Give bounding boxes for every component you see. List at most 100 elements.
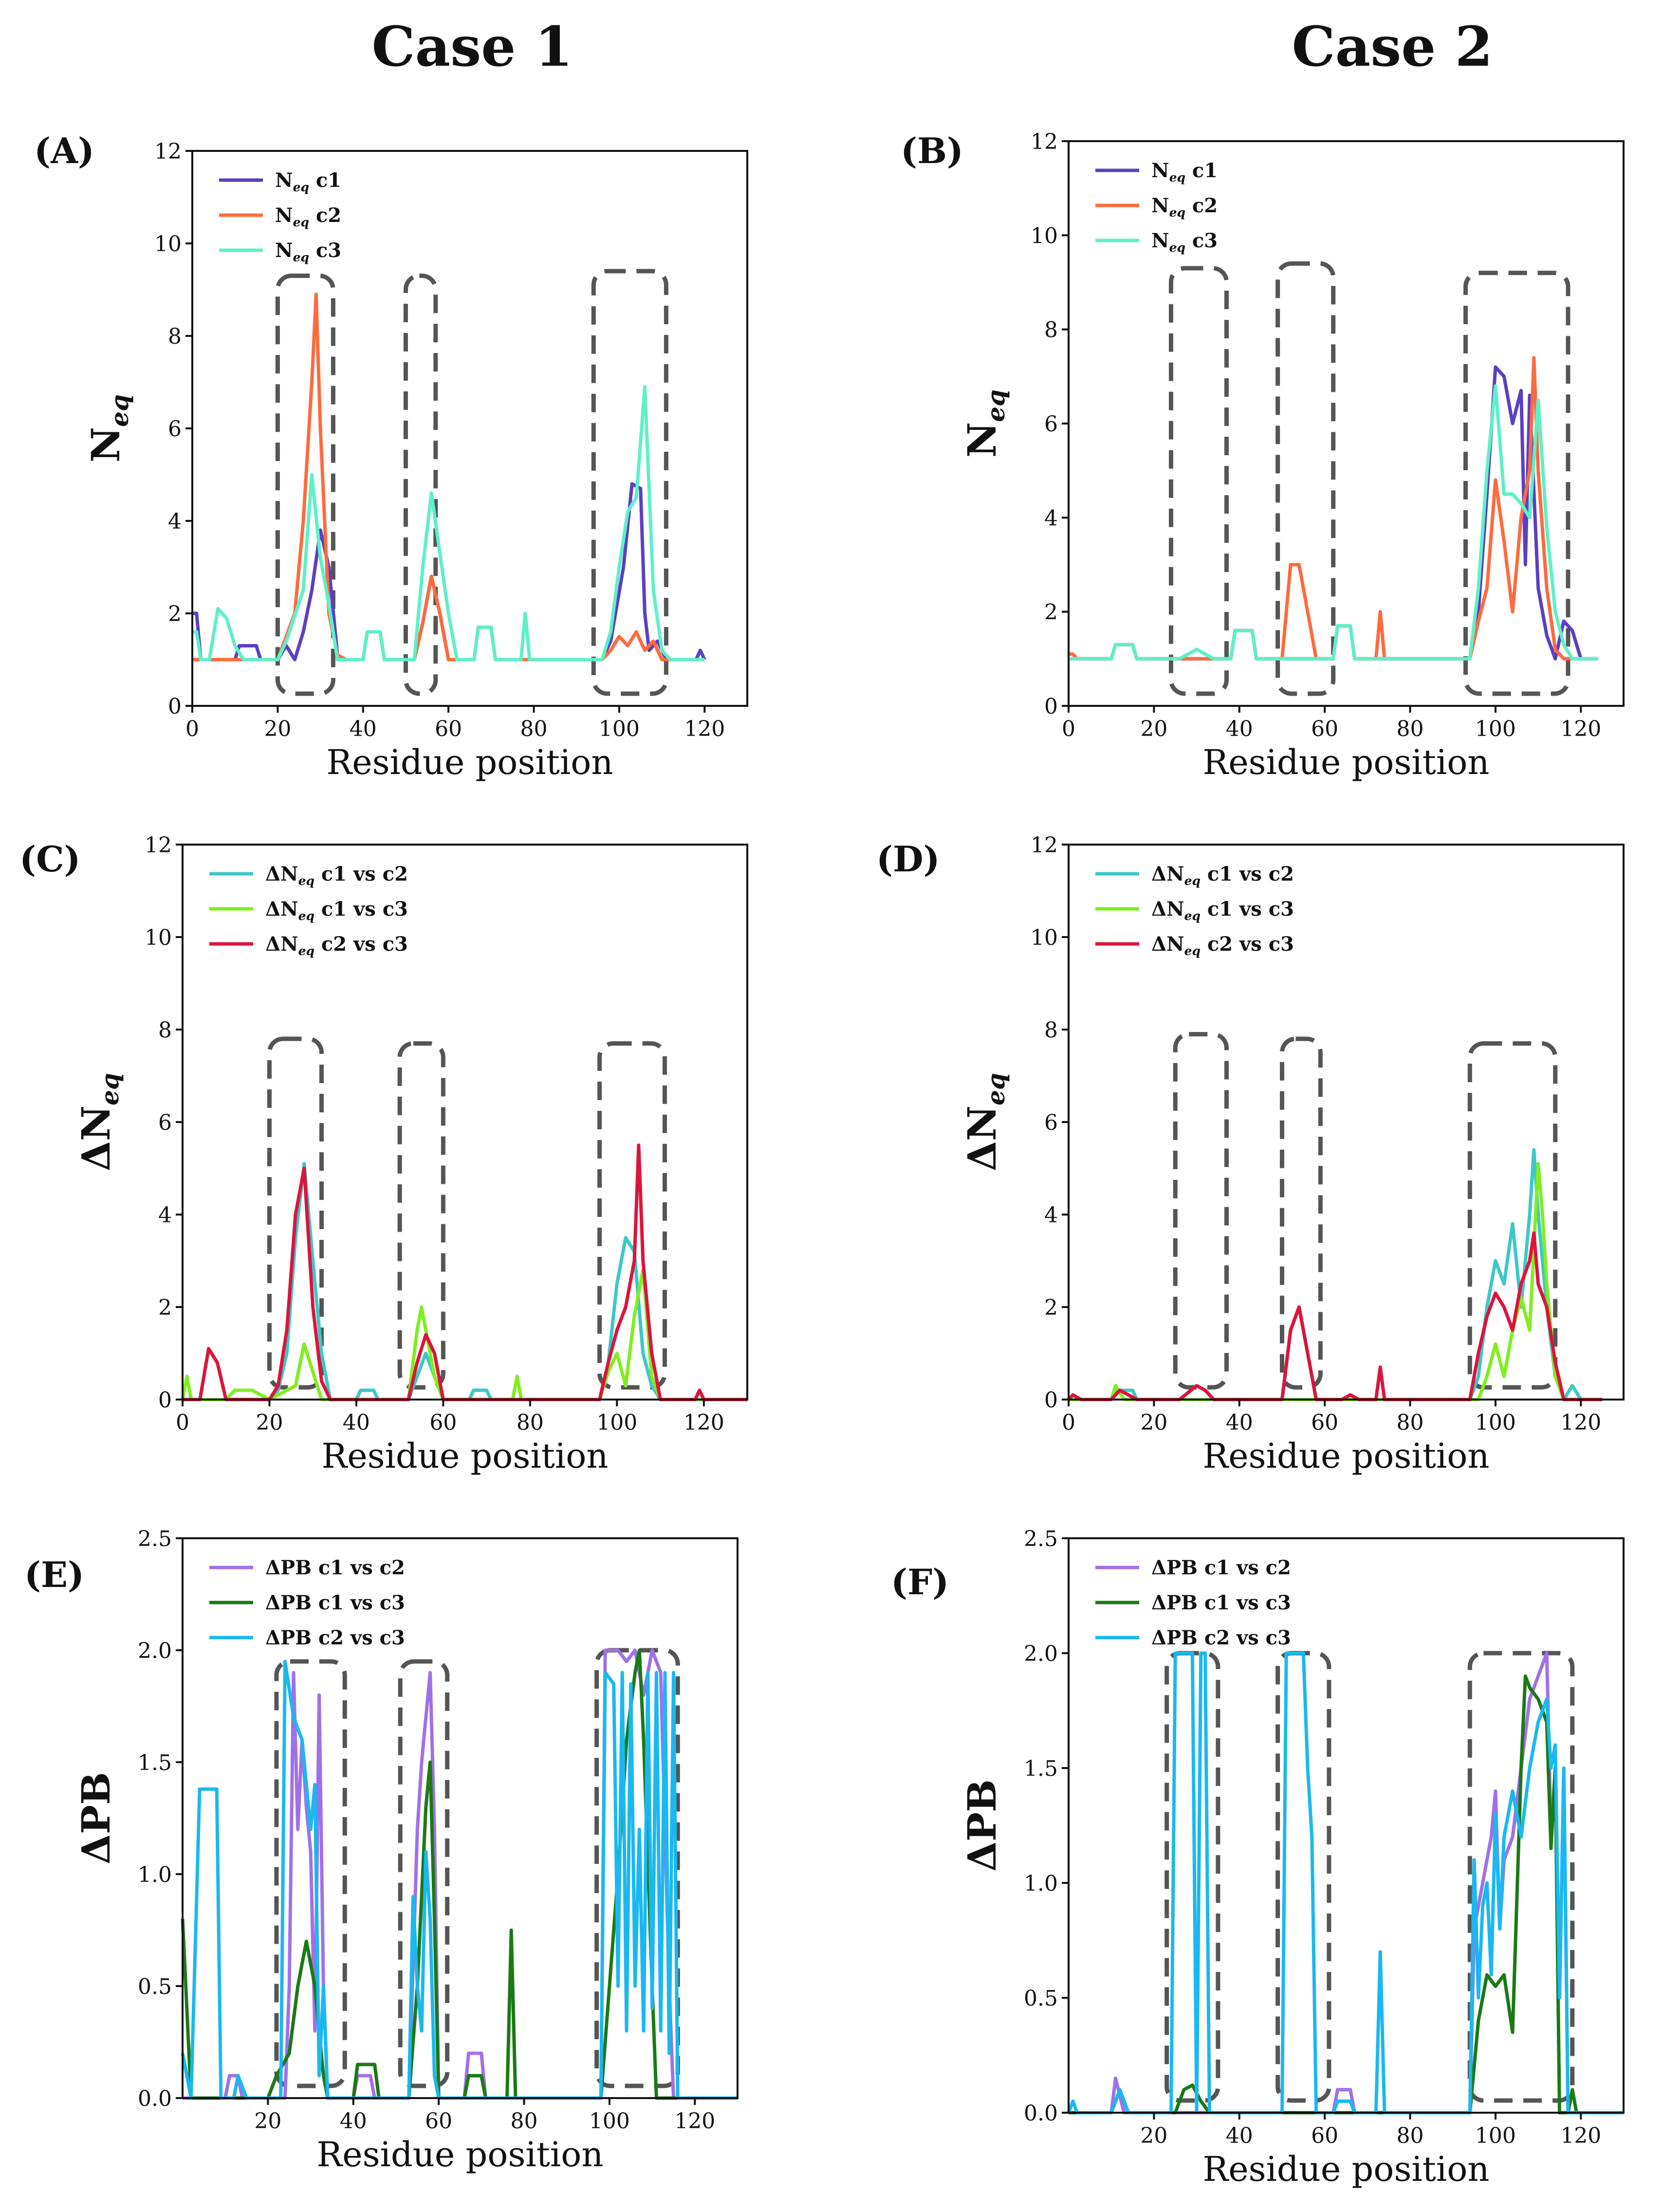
- highlight-box: [1463, 271, 1571, 696]
- highlight-box: [403, 274, 438, 696]
- legend-label: ΔNeq c2 vs c3: [1151, 933, 1294, 958]
- y-tick-label: 8: [1044, 1018, 1058, 1043]
- y-tick-label: 4: [1044, 506, 1058, 531]
- y-tick-label: 6: [168, 417, 182, 442]
- axes-frame: [182, 1537, 739, 2099]
- x-tick-label: 100: [1475, 717, 1516, 741]
- y-tick-label: 2.5: [138, 1527, 172, 1551]
- y-tick-label: 6: [158, 1110, 172, 1135]
- x-axis-label: Residue position: [1202, 2149, 1489, 2189]
- panel-label: (E): [24, 1554, 84, 1595]
- highlight-box: [275, 274, 335, 696]
- highlight-box: [1168, 266, 1229, 696]
- x-tick-label: 40: [350, 717, 377, 741]
- chart-panel-c: (C) 0 20 40 60 80 100 120 0 2 4 6 8 10 12 Residue posit…: [19, 833, 748, 1476]
- panel-label: (F): [891, 1561, 949, 1603]
- y-tick-label: 0.0: [138, 2086, 172, 2111]
- x-tick-label: 120: [674, 2109, 715, 2134]
- y-tick-label: 2.0: [138, 1639, 172, 1663]
- highlight-box: [1279, 1036, 1323, 1390]
- y-tick-label: 10: [145, 925, 172, 950]
- y-tick-label: 12: [1031, 833, 1058, 858]
- highlight-box: [1275, 261, 1336, 696]
- y-tick-label: 2: [158, 1295, 172, 1320]
- x-tick-label: 20: [1140, 2123, 1167, 2148]
- y-tick-label: 10: [1031, 925, 1058, 950]
- x-tick-label: 60: [1311, 2123, 1338, 2148]
- chart-panel-d: (D) 0 20 40 60 80 100 120 0 2 4 6 8 10 12 Residue posit…: [876, 833, 1625, 1476]
- panel-label: (B): [901, 130, 963, 171]
- y-tick-label: 0: [168, 694, 182, 719]
- series-line-1: [1069, 1651, 1624, 2115]
- x-tick-label: 60: [1311, 717, 1338, 741]
- y-tick-label: 2.5: [1024, 1527, 1058, 1551]
- x-tick-label: 80: [511, 2109, 538, 2134]
- series-line-3: [1067, 1651, 1624, 2115]
- y-tick-label: 1.0: [1024, 1871, 1058, 1896]
- x-axis-label: Residue position: [326, 742, 613, 782]
- x-tick-label: 120: [684, 717, 725, 741]
- x-tick-label: 40: [1226, 2123, 1253, 2148]
- case-2-title: Case 2: [1292, 15, 1493, 79]
- chart-panel-f: (F) 20 40 60 80 100 120 0.0 0.5 1.0 1.5 2.0 2.5 Resid…: [891, 1527, 1625, 2189]
- y-tick-label: 6: [1044, 412, 1058, 437]
- series-line-2: [1069, 1674, 1624, 2115]
- series-line-2: [192, 293, 705, 662]
- y-tick-label: 0: [158, 1388, 172, 1413]
- legend-label: ΔPB c1 vs c3: [1151, 1591, 1291, 1614]
- x-tick-label: 80: [1397, 1410, 1424, 1435]
- legend-label: ΔPB c1 vs c3: [265, 1591, 405, 1614]
- y-tick-label: 6: [1044, 1110, 1058, 1135]
- chart-panel-e: (E) 20 40 60 80 100 120 0.0 0.5 1.0 1.5 2.0 2.5 Resid…: [24, 1527, 739, 2175]
- y-tick-label: 12: [145, 833, 172, 858]
- legend-label: ΔPB c2 vs c3: [265, 1626, 405, 1649]
- y-tick-label: 2.0: [1024, 1641, 1058, 1666]
- y-axis-label: ΔNeq: [959, 1073, 1010, 1171]
- chart-panel-a: (A) 0 20 40 60 80 100 120 0 2 4 6 8 10 12 Residue posit…: [34, 130, 748, 782]
- case-1-title: Case 1: [372, 15, 573, 79]
- x-tick-label: 80: [1397, 2123, 1424, 2148]
- legend-label: ΔNeq c1 vs c2: [265, 863, 408, 888]
- y-tick-label: 2: [1044, 1295, 1058, 1320]
- series-line-2: [1069, 1162, 1603, 1401]
- legend-label: ΔNeq c1 vs c3: [1151, 898, 1294, 923]
- y-tick-label: 12: [154, 139, 182, 164]
- y-tick-label: 10: [1031, 223, 1058, 248]
- legend-label: Neq c3: [275, 239, 341, 264]
- series-line-3: [1067, 1231, 1603, 1401]
- y-axis-label: ΔPB: [959, 1779, 1005, 1872]
- legend-label: ΔNeq c1 vs c3: [265, 898, 408, 923]
- x-tick-label: 20: [1140, 717, 1167, 741]
- panel-label: (A): [34, 130, 94, 171]
- legend-label: Neq c1: [275, 169, 341, 194]
- x-tick-label: 40: [1226, 1410, 1253, 1435]
- x-tick-label: 80: [520, 717, 548, 741]
- x-tick-label: 80: [1397, 717, 1424, 741]
- series-line-3: [1069, 384, 1598, 661]
- series-line-1: [1069, 1148, 1603, 1401]
- legend-label: Neq c2: [275, 204, 341, 229]
- y-tick-label: 0: [1044, 694, 1058, 719]
- y-tick-label: 4: [1044, 1203, 1058, 1228]
- x-axis-label: Residue position: [1202, 1436, 1489, 1476]
- x-tick-label: 40: [340, 2109, 367, 2134]
- x-tick-label: 100: [1475, 1410, 1516, 1435]
- legend-label: ΔPB c1 vs c2: [1151, 1556, 1291, 1579]
- legend-label: Neq c3: [1151, 229, 1218, 255]
- y-tick-label: 8: [1044, 318, 1058, 343]
- x-tick-label: 0: [176, 1410, 189, 1435]
- highlight-box: [267, 1036, 324, 1390]
- y-tick-label: 4: [168, 509, 182, 534]
- x-tick-label: 20: [264, 717, 291, 741]
- y-tick-label: 8: [158, 1018, 172, 1043]
- x-axis-label: Residue position: [321, 1436, 608, 1476]
- legend-label: ΔPB c1 vs c2: [265, 1556, 405, 1579]
- x-tick-label: 60: [435, 717, 462, 741]
- y-axis-label: Neq: [83, 394, 134, 462]
- y-tick-label: 10: [154, 232, 182, 257]
- legend-label: Neq c1: [1151, 159, 1218, 184]
- panel-label: (C): [19, 838, 80, 880]
- x-tick-label: 0: [185, 717, 199, 741]
